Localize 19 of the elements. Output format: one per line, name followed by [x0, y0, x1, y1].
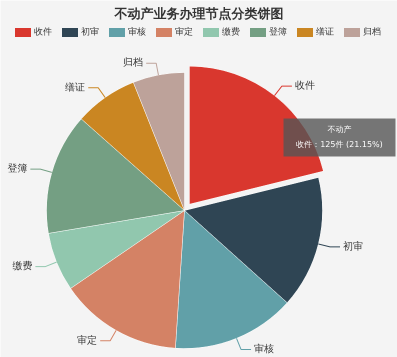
legend-label: 审核 [128, 26, 146, 38]
slice-label: 登簿 [7, 162, 28, 175]
slice-label: 收件 [294, 80, 315, 92]
slice-label: 归档 [123, 56, 144, 69]
slice-label: 初审 [343, 240, 364, 252]
slice-label: 缴费 [12, 260, 32, 272]
legend-label: 缮证 [316, 26, 334, 38]
legend-label: 登簿 [269, 26, 287, 38]
legend-label: 归档 [363, 26, 381, 38]
legend-label: 收件 [34, 26, 52, 38]
text: 不动产 [328, 125, 352, 134]
legend-label: 缴费 [222, 26, 240, 38]
slice-label: 缮证 [65, 81, 86, 94]
slice-label: 审核 [254, 342, 274, 355]
slice-label: 审定 [77, 334, 98, 346]
text: 收件：125件 (21.15%) [296, 140, 383, 149]
chart-title: 不动产业务办理节点分类饼图 [114, 6, 284, 22]
legend-label: 初审 [81, 26, 99, 38]
legend-label: 审定 [175, 26, 193, 38]
